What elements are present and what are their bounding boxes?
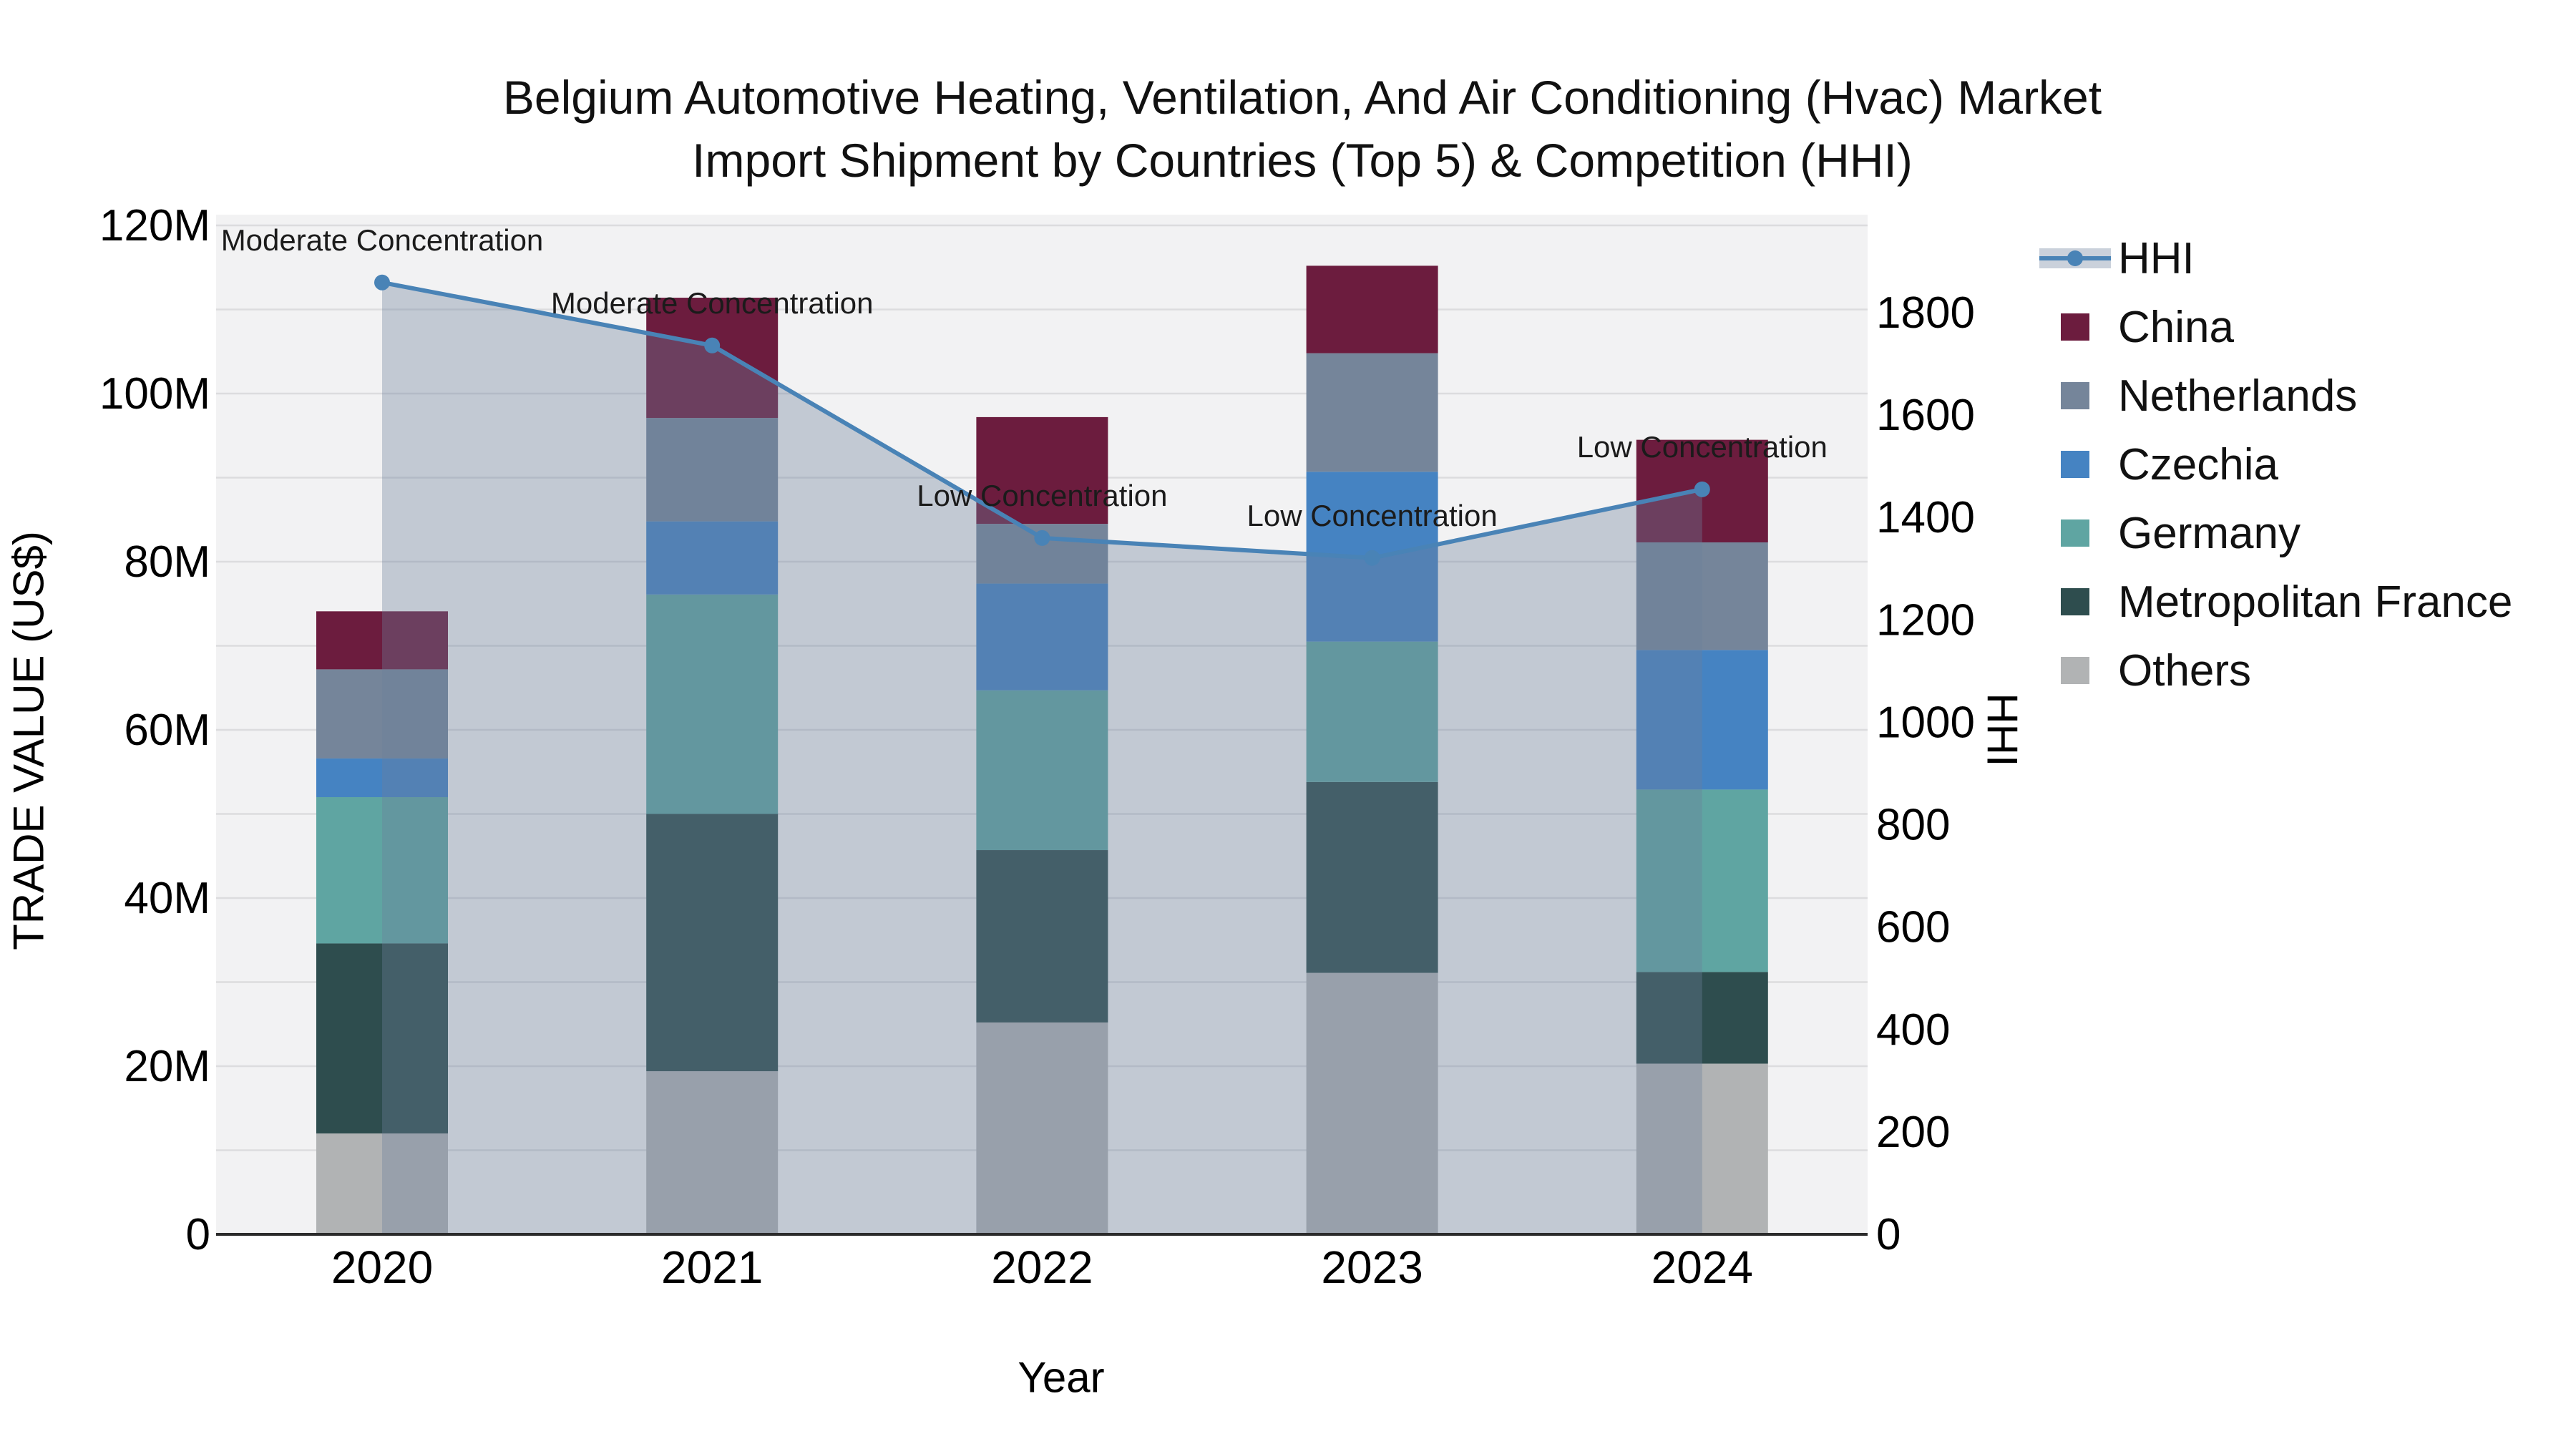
- bar-segment-metropolitan-france: [976, 850, 1108, 1023]
- bar-segment-china: [1306, 265, 1438, 353]
- legend-item-netherlands: Netherlands: [2039, 361, 2512, 430]
- legend-label: Others: [2118, 645, 2252, 696]
- right-tick-label: 1600: [1876, 391, 1975, 440]
- x-tick-label-2021: 2021: [661, 1241, 763, 1293]
- chart-title-line2: Import Shipment by Countries (Top 5) & C…: [692, 134, 1913, 187]
- x-tick-label-2023: 2023: [1321, 1241, 1423, 1293]
- bar-segment-others: [316, 1133, 448, 1234]
- bar-segment-others: [976, 1022, 1108, 1234]
- concentration-annotation: Low Concentration: [917, 479, 1167, 512]
- bar-segment-metropolitan-france: [1636, 972, 1768, 1064]
- left-tick-label: 120M: [99, 201, 210, 250]
- y-axis-title-left: TRADE VALUE (US$): [4, 531, 53, 950]
- bar-segment-netherlands: [316, 669, 448, 758]
- bar-segment-germany: [646, 594, 779, 814]
- hhi-area-fill: [382, 282, 1702, 1234]
- right-tick-label: 1000: [1876, 698, 1975, 747]
- bar-segment-metropolitan-france: [1306, 781, 1438, 973]
- left-tick-label: 0: [186, 1210, 210, 1259]
- bar-segment-czechia: [976, 583, 1108, 691]
- bar-segment-germany: [1636, 789, 1768, 972]
- x-tick-label-2024: 2024: [1652, 1241, 1753, 1293]
- right-tick-label: 1800: [1876, 288, 1975, 338]
- right-tick-label: 400: [1876, 1005, 1950, 1055]
- bar-segment-czechia: [646, 521, 779, 595]
- left-tick-label: 80M: [124, 537, 210, 587]
- chart-title: Belgium Automotive Heating, Ventilation,…: [503, 66, 2102, 192]
- right-tick-label: 200: [1876, 1108, 1950, 1157]
- hhi-point: [1034, 530, 1050, 546]
- hhi-point: [1694, 481, 1710, 497]
- color-swatch-icon: [2039, 567, 2111, 636]
- bar-segment-czechia: [316, 758, 448, 797]
- bar-segment-germany: [1306, 641, 1438, 782]
- legend-label: China: [2118, 302, 2234, 352]
- right-tick-label: 800: [1876, 801, 1950, 850]
- concentration-annotation: Low Concentration: [1577, 430, 1828, 464]
- legend-item-germany: Germany: [2039, 499, 2512, 567]
- legend-item-hhi: HHI: [2039, 224, 2512, 293]
- y-axis-title-right: HHI: [1978, 693, 2026, 767]
- legend: HHI China Netherlands Czechia Germany Metropo…: [2039, 224, 2512, 705]
- bar-segment-others: [1306, 972, 1438, 1234]
- bar-segment-netherlands: [1636, 542, 1768, 650]
- legend-label: Netherlands: [2118, 371, 2358, 421]
- bar-segment-metropolitan-france: [316, 943, 448, 1133]
- x-tick-label-2022: 2022: [991, 1241, 1093, 1293]
- color-swatch-icon: [2039, 636, 2111, 705]
- right-tick-label: 0: [1876, 1210, 1901, 1259]
- bar-segment-china: [976, 416, 1108, 525]
- legend-item-china: China: [2039, 293, 2512, 361]
- color-swatch-icon: [2039, 361, 2111, 430]
- left-tick-label: 60M: [124, 706, 210, 755]
- color-swatch-icon: [2039, 293, 2111, 361]
- legend-label: HHI: [2118, 233, 2195, 283]
- bar-segment-others: [1636, 1063, 1768, 1234]
- concentration-annotation: Moderate Concentration: [551, 286, 874, 320]
- legend-label: Germany: [2118, 508, 2301, 558]
- legend-item-czechia: Czechia: [2039, 430, 2512, 499]
- bar-segment-germany: [976, 690, 1108, 851]
- left-tick-label: 100M: [99, 369, 210, 419]
- bar-segment-czechia: [1636, 650, 1768, 790]
- left-tick-label: 40M: [124, 874, 210, 923]
- left-tick-label: 20M: [124, 1042, 210, 1091]
- concentration-annotation: Low Concentration: [1246, 499, 1497, 532]
- bar-segment-china: [646, 298, 779, 419]
- hhi-point: [1364, 550, 1380, 566]
- bar-segment-china: [316, 611, 448, 670]
- color-swatch-icon: [2039, 430, 2111, 499]
- bar-segment-netherlands: [646, 418, 779, 522]
- right-tick-label: 600: [1876, 903, 1950, 952]
- legend-item-others: Others: [2039, 636, 2512, 705]
- bar-segment-metropolitan-france: [646, 814, 779, 1072]
- hhi-line-swatch-icon: [2039, 224, 2111, 293]
- hhi-point: [374, 274, 390, 291]
- legend-item-metropolitan-france: Metropolitan France: [2039, 567, 2512, 636]
- bar-segment-netherlands: [1306, 353, 1438, 472]
- chart-title-line1: Belgium Automotive Heating, Ventilation,…: [502, 71, 2102, 124]
- bar-segment-germany: [316, 797, 448, 944]
- bar-segment-others: [646, 1071, 779, 1234]
- right-tick-label: 1400: [1876, 493, 1975, 542]
- hhi-point: [704, 337, 721, 353]
- x-tick-label-2020: 2020: [331, 1241, 433, 1293]
- color-swatch-icon: [2039, 499, 2111, 567]
- legend-label: Metropolitan France: [2118, 577, 2513, 627]
- x-axis-title: Year: [1018, 1353, 1105, 1402]
- legend-label: Czechia: [2118, 439, 2278, 489]
- right-tick-label: 1200: [1876, 595, 1975, 645]
- concentration-annotation: Moderate Concentration: [221, 223, 544, 257]
